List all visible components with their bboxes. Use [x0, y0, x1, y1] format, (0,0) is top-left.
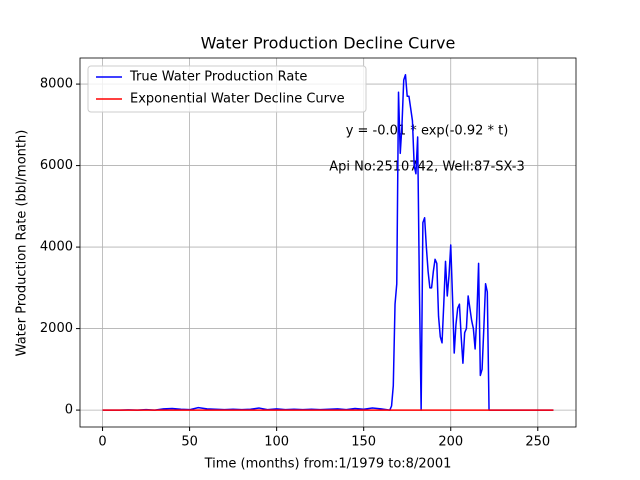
x-tick-label: 150: [351, 435, 376, 450]
x-tick-label: 0: [98, 435, 106, 450]
x-tick-label: 100: [264, 435, 289, 450]
chart-title: Water Production Decline Curve: [201, 34, 456, 53]
y-tick-label: 0: [65, 403, 73, 418]
plot-frame: [79, 57, 577, 428]
legend-label: True Water Production Rate: [129, 70, 307, 85]
y-tick-label: 4000: [40, 240, 73, 255]
y-tick-label: 2000: [40, 321, 73, 336]
annotation: y = -0.01 * exp(-0.92 * t): [346, 124, 509, 139]
annotation: Api No:2510742, Well:87-SX-3: [329, 160, 525, 175]
x-tick-label: 200: [438, 435, 463, 450]
y-axis-label: Water Production Rate (bbl/month): [15, 130, 30, 357]
x-tick-label: 50: [181, 435, 198, 450]
x-tick-label: 250: [525, 435, 550, 450]
legend-label: Exponential Water Decline Curve: [130, 92, 345, 107]
y-tick-label: 6000: [40, 158, 73, 173]
x-axis-label: Time (months) from:1/1979 to:8/2001: [204, 457, 452, 472]
legend-box: [87, 65, 367, 113]
y-tick-label: 8000: [40, 77, 73, 92]
